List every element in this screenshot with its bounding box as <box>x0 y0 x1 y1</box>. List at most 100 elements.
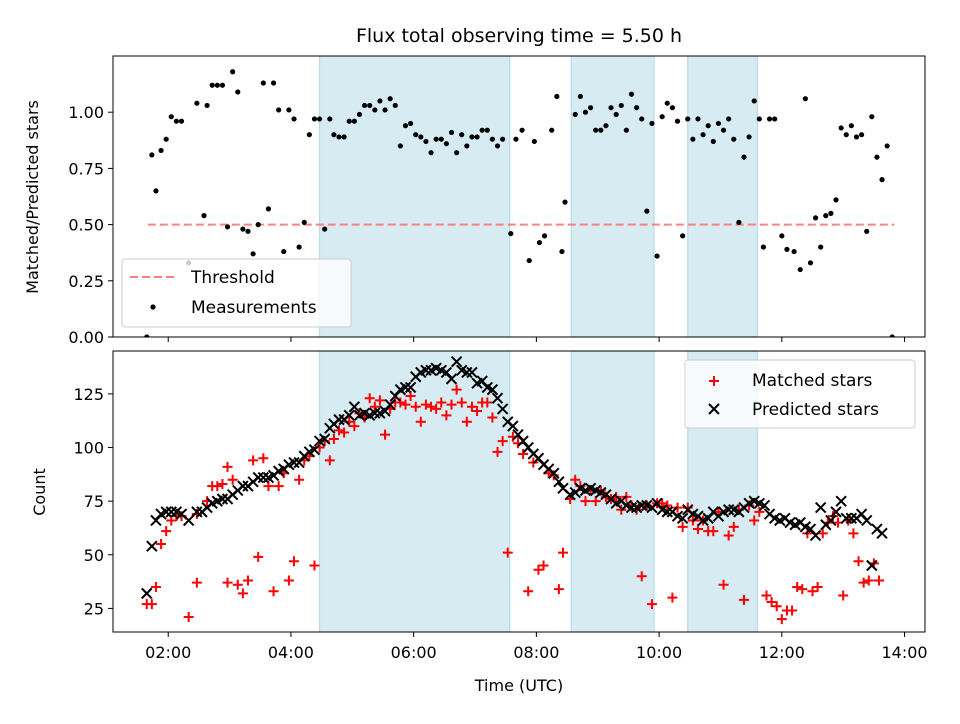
predicted-stars-legend-label: Predicted stars <box>752 400 879 420</box>
observing-interval-2 <box>687 56 758 337</box>
measurements-point <box>536 239 543 246</box>
matched-stars-marker <box>289 556 300 567</box>
matched-stars-marker <box>792 581 803 592</box>
matched-stars-marker <box>812 581 823 592</box>
matched-stars-marker <box>324 455 335 466</box>
matched-stars-marker <box>263 481 274 492</box>
measurements-point <box>341 134 347 140</box>
measurements-point <box>260 80 266 86</box>
measurements-point <box>751 98 757 104</box>
matched-stars-marker <box>538 560 549 571</box>
measurements-point <box>214 82 220 88</box>
measurements-point <box>454 150 460 156</box>
matched-stars-marker <box>708 526 719 537</box>
matched-stars-marker <box>456 397 467 408</box>
matched-stars-marker <box>553 584 564 595</box>
measurements-point <box>178 118 185 124</box>
matched-stars-marker <box>580 496 591 507</box>
measurements-point <box>674 118 681 124</box>
measurements-point <box>756 116 762 122</box>
measurements-point <box>224 224 231 230</box>
measurements-point <box>593 127 599 133</box>
measurements-point <box>741 154 747 160</box>
top-y-tick-label: 0.00 <box>68 328 104 347</box>
predicted-stars-marker <box>636 499 648 512</box>
matched-stars-marker <box>873 575 884 586</box>
measurements-point <box>173 118 180 124</box>
bottom-plot-area <box>141 351 888 632</box>
measurements-point <box>245 228 251 234</box>
predicted-stars-marker <box>491 392 504 404</box>
bottom-y-tick-label: 75 <box>84 492 104 511</box>
measurements-legend-swatch <box>150 304 156 310</box>
measurements-point <box>802 96 808 102</box>
measurements-point <box>508 230 514 237</box>
measurements-point <box>149 152 155 158</box>
measurements-point <box>301 219 307 225</box>
measurements-point <box>838 125 844 131</box>
matched-stars-marker <box>328 433 339 444</box>
matched-stars-marker <box>191 577 202 588</box>
bottom-y-tick-label: 125 <box>73 385 104 404</box>
x-axis-label: Time (UTC) <box>474 676 563 695</box>
measurements-point <box>204 102 210 109</box>
measurements-point <box>413 132 419 138</box>
measurements-point <box>669 105 676 111</box>
measurements-point <box>562 199 568 205</box>
matched-stars-marker <box>222 461 233 472</box>
measurements-point <box>377 98 383 104</box>
matched-stars-marker <box>237 588 248 599</box>
predicted-stars-marker <box>553 476 565 488</box>
matched-stars-marker <box>232 579 243 590</box>
measurements-point <box>587 105 594 111</box>
measurements-point <box>153 188 159 194</box>
matched-stars-marker <box>253 551 264 562</box>
matched-stars-marker <box>415 416 426 427</box>
measurements-point <box>407 120 414 127</box>
measurements-point <box>784 246 790 252</box>
matched-stars-marker <box>334 425 345 436</box>
measurements-point <box>316 116 323 122</box>
matched-stars-marker <box>590 496 601 507</box>
matched-stars-marker <box>492 446 503 457</box>
predicted-stars-marker <box>420 364 432 377</box>
matched-stars-marker <box>738 594 749 605</box>
matched-stars-marker <box>863 575 874 586</box>
predicted-stars-marker <box>722 504 735 516</box>
matched-stars-marker <box>431 403 442 414</box>
measurements-point <box>474 134 480 140</box>
predicted-stars-marker <box>548 467 560 479</box>
predicted-stars-marker <box>676 512 689 525</box>
measurements-point <box>654 253 660 259</box>
measurements-legend-label: Measurements <box>191 298 317 318</box>
measurements-point <box>219 82 226 88</box>
matched-stars-marker <box>405 391 416 402</box>
measurements-point <box>853 134 860 140</box>
top-y-tick-label: 0.50 <box>68 216 104 235</box>
predicted-stars-marker <box>845 512 858 525</box>
measurements-point <box>464 143 470 149</box>
measurements-point <box>423 138 429 145</box>
observing-interval-1 <box>570 56 655 337</box>
measurements-point <box>823 213 829 219</box>
measurements-point <box>158 147 164 154</box>
measurements-point <box>649 120 655 127</box>
measurements-point <box>531 138 537 145</box>
measurements-point <box>731 136 737 142</box>
measurements-point <box>402 123 409 129</box>
measurements-point <box>639 116 645 122</box>
measurements-point <box>634 105 640 111</box>
measurements-point <box>265 206 272 212</box>
measurements-point <box>356 111 363 118</box>
top-y-tick-label: 0.75 <box>68 159 104 178</box>
top-y-tick-label: 0.25 <box>68 272 104 291</box>
predicted-stars-marker <box>257 471 270 484</box>
measurements-point <box>812 215 819 221</box>
predicted-stars-marker <box>461 366 473 379</box>
bottom-y-tick-label: 100 <box>73 439 104 458</box>
matched-stars-marker <box>150 581 161 592</box>
matched-stars-marker <box>692 524 703 535</box>
predicted-stars-marker <box>384 398 396 411</box>
measurements-point <box>351 118 357 124</box>
measurements-point <box>428 150 434 156</box>
